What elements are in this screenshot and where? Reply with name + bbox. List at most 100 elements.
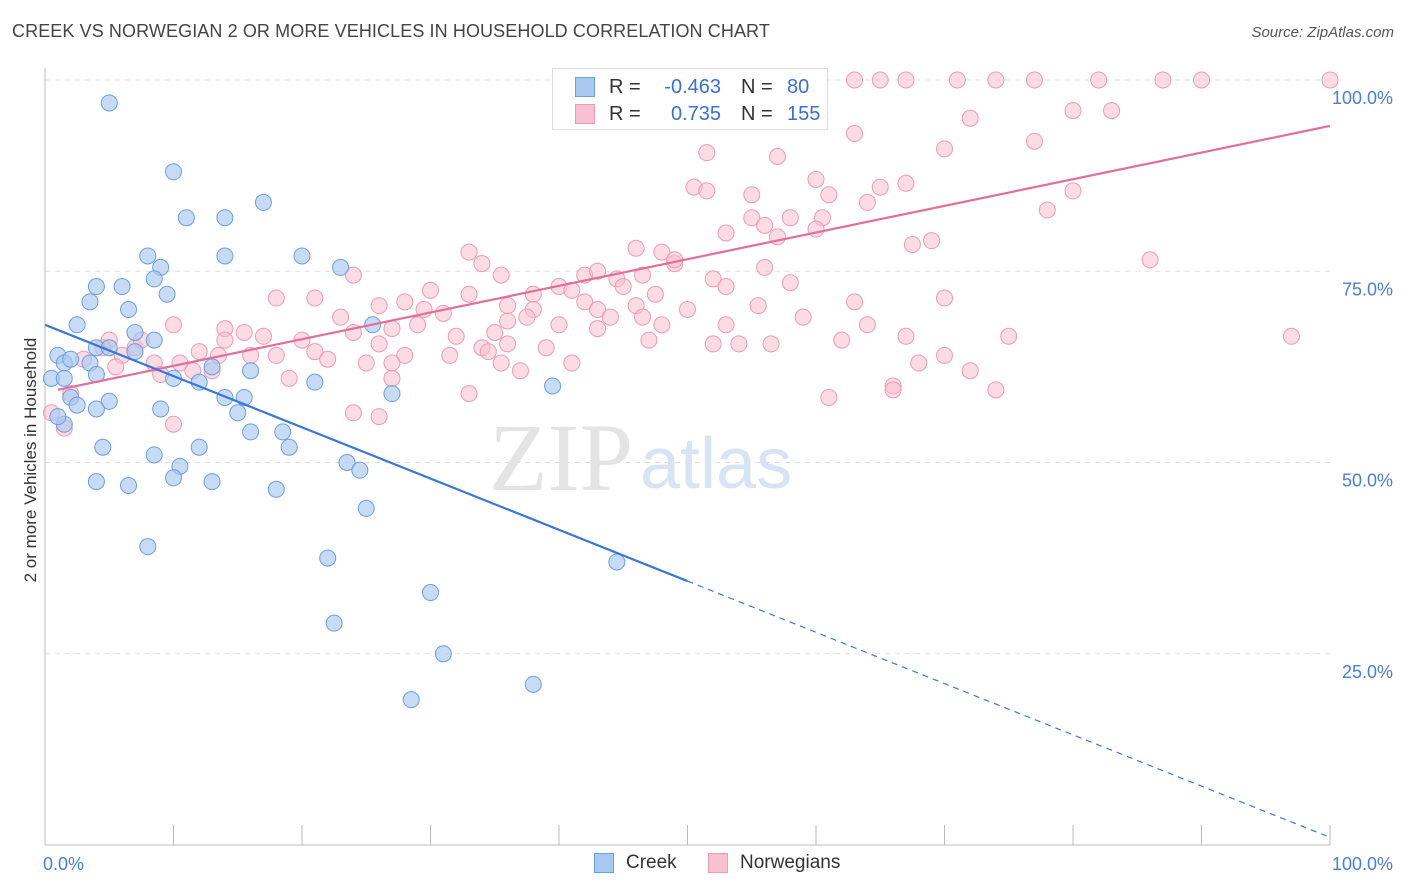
norwegians-point bbox=[479, 343, 497, 361]
norwegians-point bbox=[781, 209, 799, 227]
creek-point bbox=[544, 377, 562, 395]
creek-point bbox=[242, 423, 260, 441]
creek-point bbox=[113, 278, 131, 296]
creek-point bbox=[177, 209, 195, 227]
watermark-zip: ZIP bbox=[489, 404, 633, 511]
creek-point bbox=[87, 278, 105, 296]
creek-n-label: N = bbox=[741, 75, 773, 98]
creek-point bbox=[145, 270, 163, 288]
norwegians-point bbox=[460, 385, 478, 403]
chart-title: CREEK VS NORWEGIAN 2 OR MORE VEHICLES IN… bbox=[12, 21, 770, 41]
correlation-legend: R = -0.463 N = 80 R = 0.735 N = 155 bbox=[552, 68, 828, 130]
creek-n-value: 80 bbox=[787, 75, 810, 98]
norwegians-point bbox=[492, 354, 510, 372]
norwegians-point bbox=[846, 71, 864, 89]
tick-labels: 25.0% 50.0% 75.0% 100.0% 0.0% 100.0% bbox=[43, 88, 1393, 874]
norwegians-point bbox=[409, 316, 427, 334]
creek-point bbox=[81, 293, 99, 311]
norwegians-point bbox=[858, 193, 876, 211]
norwegians-point bbox=[679, 301, 696, 318]
creek-point bbox=[120, 301, 138, 318]
series-legend: Creek Norwegians bbox=[0, 852, 1406, 878]
norwegians-point bbox=[640, 331, 658, 349]
creek-point bbox=[145, 446, 163, 464]
norwegians-point bbox=[820, 388, 838, 406]
norwegians-point bbox=[190, 343, 208, 361]
norwegians-point bbox=[794, 308, 812, 326]
norwegians-point bbox=[717, 278, 735, 296]
norwegians-n-label: N = bbox=[741, 102, 773, 125]
creek-point bbox=[332, 258, 350, 276]
norwegians-point bbox=[846, 125, 864, 143]
norwegians-point bbox=[704, 335, 722, 353]
legend-row-creek: R = -0.463 N = 80 bbox=[575, 74, 809, 100]
norwegians-point bbox=[627, 239, 645, 257]
norwegians-point bbox=[370, 408, 388, 426]
norwegians-r-label: R = bbox=[609, 102, 641, 125]
norwegians-point bbox=[1064, 102, 1082, 120]
norwegians-point bbox=[768, 148, 786, 165]
creek-point bbox=[165, 469, 182, 487]
legend-item-creek[interactable]: Creek bbox=[594, 852, 677, 874]
norwegians-point bbox=[267, 346, 285, 364]
norwegians-point bbox=[576, 293, 594, 311]
norwegians-point bbox=[332, 308, 350, 326]
norwegians-point bbox=[884, 381, 902, 399]
norwegians-point bbox=[306, 343, 324, 361]
norwegians-point bbox=[749, 297, 767, 315]
creek-point bbox=[325, 614, 343, 632]
creek-point bbox=[293, 247, 311, 265]
creek-point bbox=[422, 584, 439, 602]
legend-item-norwegians[interactable]: Norwegians bbox=[708, 852, 840, 874]
creek-point bbox=[94, 438, 112, 456]
norwegians-point bbox=[897, 174, 915, 192]
norwegians-point bbox=[319, 350, 337, 368]
norwegians-legend-label: Norwegians bbox=[740, 852, 841, 873]
watermark: ZIP atlas bbox=[489, 404, 792, 511]
norwegians-point bbox=[871, 178, 889, 196]
x-tick-label: 0.0% bbox=[43, 854, 84, 874]
creek-point bbox=[216, 247, 234, 265]
norwegians-point bbox=[499, 297, 517, 315]
norwegians-point bbox=[897, 327, 915, 345]
creek-point bbox=[49, 408, 67, 426]
norwegians-point bbox=[396, 293, 414, 311]
x-tick-label: 100.0% bbox=[1332, 854, 1393, 874]
creek-point bbox=[145, 331, 163, 349]
norwegians-point bbox=[846, 293, 864, 311]
creek-point bbox=[120, 476, 138, 494]
y-tick-label: 25.0% bbox=[1342, 662, 1393, 682]
norwegians-point bbox=[614, 278, 632, 296]
norwegians-point bbox=[717, 224, 735, 242]
norwegians-point bbox=[473, 255, 491, 273]
norwegians-point bbox=[1025, 71, 1043, 89]
trend-lines bbox=[44, 124, 1331, 838]
norwegians-point bbox=[903, 235, 921, 253]
grid bbox=[45, 79, 1330, 655]
norwegians-point bbox=[948, 71, 966, 89]
norwegians-point bbox=[634, 266, 652, 284]
norwegians-r-value: 0.735 bbox=[670, 102, 721, 125]
norwegians-point bbox=[717, 316, 735, 334]
creek-point bbox=[306, 373, 324, 391]
creek-point bbox=[402, 691, 420, 709]
norwegians-point bbox=[235, 323, 253, 341]
norwegians-point bbox=[518, 308, 536, 326]
norwegians-point bbox=[910, 354, 928, 372]
legend-row-norwegians: R = 0.735 N = 155 bbox=[575, 101, 820, 127]
norwegians-point bbox=[216, 331, 234, 349]
norwegians-point bbox=[833, 331, 851, 349]
norwegians-point bbox=[344, 404, 362, 422]
norwegians-point bbox=[756, 216, 774, 234]
norwegians-point bbox=[492, 266, 510, 284]
norwegians-legend-swatch bbox=[708, 853, 728, 873]
norwegians-point bbox=[254, 327, 272, 345]
creek-point bbox=[152, 400, 170, 418]
norwegians-point bbox=[634, 308, 652, 326]
norwegians-point bbox=[923, 232, 941, 250]
norwegians-point bbox=[987, 71, 1005, 89]
norwegians-trend-line bbox=[57, 124, 1331, 391]
norwegians-point bbox=[743, 209, 761, 227]
creek-point bbox=[203, 358, 221, 376]
norwegians-point bbox=[762, 335, 780, 353]
